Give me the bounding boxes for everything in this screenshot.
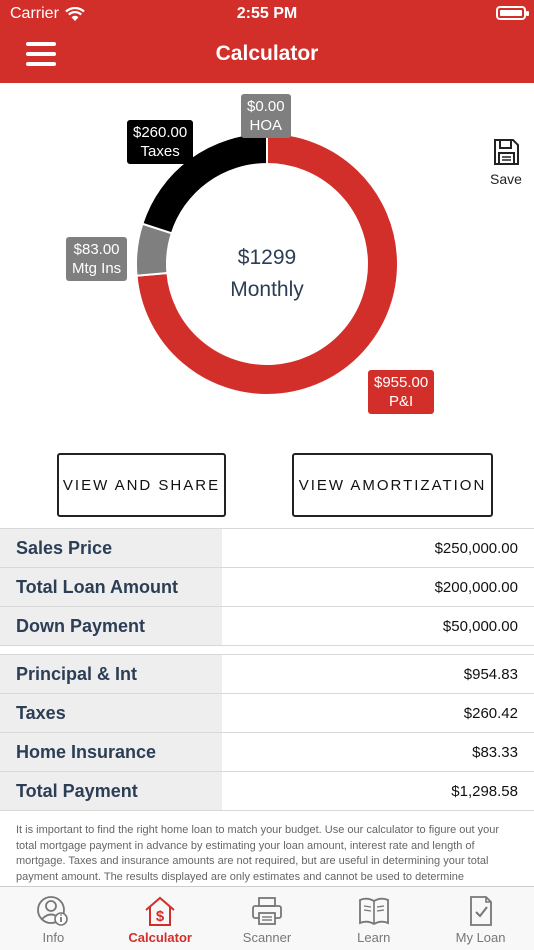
floppy-disk-icon <box>494 139 519 165</box>
view-amortization-button[interactable]: VIEW AMORTIZATION <box>292 453 493 517</box>
row-value: $1,298.58 <box>451 782 518 800</box>
row-label: Total Payment <box>0 772 222 810</box>
slice-name: P&I <box>389 393 414 410</box>
tab-label: Calculator <box>128 930 192 945</box>
table-row: Home Insurance $83.33 <box>0 733 534 772</box>
save-label: Save <box>490 171 522 187</box>
slice-name: Mtg Ins <box>72 260 122 277</box>
carrier-label: Carrier <box>10 5 59 22</box>
status-bar: Carrier 2:55 PM <box>0 0 534 28</box>
slice-label-hoa: $0.00 HOA <box>241 94 291 138</box>
menu-bar <box>26 42 56 46</box>
row-label: Principal & Int <box>0 655 222 693</box>
menu-bar <box>26 52 56 56</box>
carrier-info: Carrier <box>10 5 85 23</box>
table-row: Total Loan Amount $200,000.00 <box>0 568 534 607</box>
save-button[interactable]: Save <box>488 138 524 187</box>
donut-slice-p-i <box>135 131 399 396</box>
row-label: Home Insurance <box>0 733 222 771</box>
view-and-share-button[interactable]: VIEW AND SHARE <box>57 453 226 517</box>
loan-details-table: Sales Price $250,000.00 Total Loan Amoun… <box>0 528 534 646</box>
tab-label: Info <box>42 930 65 945</box>
tab-scanner[interactable]: Scanner <box>214 887 321 950</box>
row-label: Taxes <box>0 694 222 732</box>
document-check-icon <box>469 896 492 926</box>
payment-details-table: Principal & Int $954.83 Taxes $260.42 Ho… <box>0 654 534 811</box>
payment-breakdown-chart: $1299 Monthly $955.00 P&I $83.00 Mtg Ins… <box>0 83 534 443</box>
slice-label-pi: $955.00 P&I <box>368 370 435 414</box>
row-value[interactable]: $250,000.00 <box>434 539 518 557</box>
table-row: Down Payment $50,000.00 <box>0 607 534 646</box>
wifi-icon <box>65 6 85 21</box>
svg-text:$: $ <box>156 908 165 925</box>
battery-icon <box>496 6 529 20</box>
tab-label: Learn <box>357 930 391 945</box>
app-header: Carrier 2:55 PM Calculator <box>0 0 534 83</box>
table-row: Principal & Int $954.83 <box>0 655 534 694</box>
table-row: Total Payment $1,298.58 <box>0 772 534 811</box>
slice-label-mtg-ins: $83.00 Mtg Ins <box>66 237 128 281</box>
tab-bar: Info $ Calculator Scanner <box>0 886 534 950</box>
slice-value: $83.00 <box>73 241 120 258</box>
slice-label-taxes: $260.00 Taxes <box>127 120 194 164</box>
slice-name: Taxes <box>140 143 180 160</box>
tab-my-loan[interactable]: My Loan <box>427 887 534 950</box>
tab-learn[interactable]: Learn <box>320 887 427 950</box>
chart-center-label: Monthly <box>230 278 304 301</box>
row-value[interactable]: $50,000.00 <box>442 617 518 635</box>
menu-button[interactable] <box>26 42 56 66</box>
printer-icon <box>252 897 282 925</box>
table-row: Taxes $260.42 <box>0 694 534 733</box>
row-value[interactable]: $200,000.00 <box>434 578 518 596</box>
tab-label: My Loan <box>455 930 506 945</box>
page-title: Calculator <box>215 42 319 65</box>
row-value: $83.33 <box>472 743 518 761</box>
disclaimer-text: It is important to find the right home l… <box>16 824 500 883</box>
row-label: Down Payment <box>0 607 222 645</box>
row-label: Total Loan Amount <box>0 568 222 606</box>
row-value: $260.42 <box>463 704 518 722</box>
house-dollar-icon: $ <box>145 896 175 926</box>
chart-center-amount: $1299 <box>237 246 297 269</box>
slice-value: $260.00 <box>133 124 188 141</box>
status-time: 2:55 PM <box>236 5 298 22</box>
user-info-icon <box>37 896 69 926</box>
tab-info[interactable]: Info <box>0 887 107 950</box>
menu-bar <box>26 62 56 66</box>
slice-value: $0.00 <box>247 98 285 115</box>
donut-chart <box>135 131 399 396</box>
row-value: $954.83 <box>463 665 518 683</box>
tab-label: Scanner <box>242 930 292 945</box>
slice-value: $955.00 <box>374 374 429 391</box>
tab-calculator[interactable]: $ Calculator <box>107 887 214 950</box>
book-icon <box>358 897 389 926</box>
table-row: Sales Price $250,000.00 <box>0 529 534 568</box>
row-label: Sales Price <box>0 529 222 567</box>
slice-name: HOA <box>249 117 283 134</box>
